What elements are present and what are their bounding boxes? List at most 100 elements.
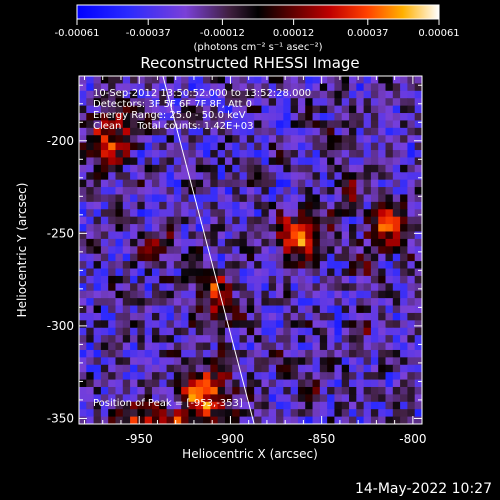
heatmap-cell [268,172,277,181]
heatmap-cell [239,335,248,344]
heatmap-cell [115,261,124,270]
heatmap-cell [312,187,321,196]
heatmap-cell [378,253,387,262]
heatmap-cell [319,135,328,144]
heatmap-cell [385,216,394,225]
heatmap-cell [400,224,409,233]
heatmap-cell [210,424,218,432]
heatmap-cell [312,261,321,270]
peak-position: Position of Peak = [-953,-353] [93,398,243,409]
heatmap-cell [195,120,204,129]
heatmap-cell [268,187,277,196]
heatmap-cell [422,180,430,188]
heatmap-cell [261,275,270,284]
heatmap-cell [283,150,292,159]
heatmap-cell [232,135,241,144]
heatmap-cell [79,357,87,366]
heatmap-cell [261,372,270,381]
heatmap-cell [108,164,117,173]
heatmap-cell [130,364,138,373]
heatmap-cell [246,157,255,166]
heatmap-cell [363,298,372,307]
heatmap-cell [261,327,270,336]
heatmap-cell [319,283,328,292]
heatmap-cell [414,386,422,395]
heatmap-cell [159,401,168,410]
heatmap-cell [151,90,160,99]
heatmap-cell [341,335,350,344]
heatmap-cell [151,120,160,129]
heatmap-cell [290,349,299,358]
heatmap-cell [130,98,138,107]
heatmap-cell [79,298,87,307]
heatmap-cell [188,320,197,329]
heatmap-cell [159,179,168,188]
heatmap-cell [93,335,102,344]
heatmap-cell [232,127,241,136]
heatmap-cell [392,98,401,107]
heatmap-cell [422,246,430,254]
heatmap-cell [341,401,350,410]
heatmap-cell [210,216,219,225]
heatmap-cell [93,349,102,358]
heatmap-cell [217,261,226,270]
heatmap-cell [254,409,263,418]
heatmap-cell [86,201,95,210]
heatmap-cell [305,201,314,210]
heatmap-cell [144,394,153,403]
heatmap-cell [378,386,387,395]
heatmap-cell [356,312,365,321]
heatmap-cell [122,253,131,262]
heatmap-cell [159,379,168,388]
heatmap-cell [232,179,241,188]
heatmap-cell [356,105,365,114]
heatmap-cell [276,409,284,418]
heatmap-cell [385,150,394,159]
heatmap-cell [370,98,379,107]
heatmap-cell [378,372,387,381]
heatmap-cell [203,379,211,388]
heatmap-cell [276,424,284,432]
heatmap-cell [378,320,387,329]
heatmap-cell [159,172,168,181]
heatmap-cell [166,172,175,181]
heatmap-cell [210,238,219,247]
heatmap-cell [130,238,138,247]
heatmap-cell [108,394,117,403]
heatmap-cell [268,216,277,225]
heatmap-cell [400,164,409,173]
heatmap-cell [305,105,314,114]
heatmap-cell [370,209,379,218]
heatmap-cell [203,187,211,196]
heatmap-cell [392,312,401,321]
heatmap-cell [108,127,117,136]
heatmap-cell [181,172,190,181]
heatmap-cell [414,127,422,136]
heatmap-cell [100,327,109,336]
heatmap-cell [86,364,95,373]
heatmap-cell [166,268,175,277]
heatmap-cell [356,253,365,262]
heatmap-cell [137,327,146,336]
heatmap-cell [166,98,175,107]
heatmap-cell [319,409,328,418]
heatmap-cell [349,164,357,173]
heatmap-cell [79,386,87,395]
heatmap-cell [100,379,109,388]
heatmap-cell [232,231,241,240]
heatmap-cell [392,349,401,358]
heatmap-cell [173,416,182,424]
heatmap-cell [188,290,197,299]
heatmap-cell [370,335,379,344]
heatmap-cell [356,150,365,159]
heatmap-cell [305,246,314,255]
heatmap-cell [122,135,131,144]
heatmap-cell [327,246,336,255]
heatmap-cell [122,394,131,403]
heatmap-cell [232,424,240,432]
heatmap-cell [232,416,241,424]
heatmap-cell [268,83,277,92]
heatmap-cell [159,201,168,210]
heatmap-cell [370,372,379,381]
heatmap-cell [312,298,321,307]
